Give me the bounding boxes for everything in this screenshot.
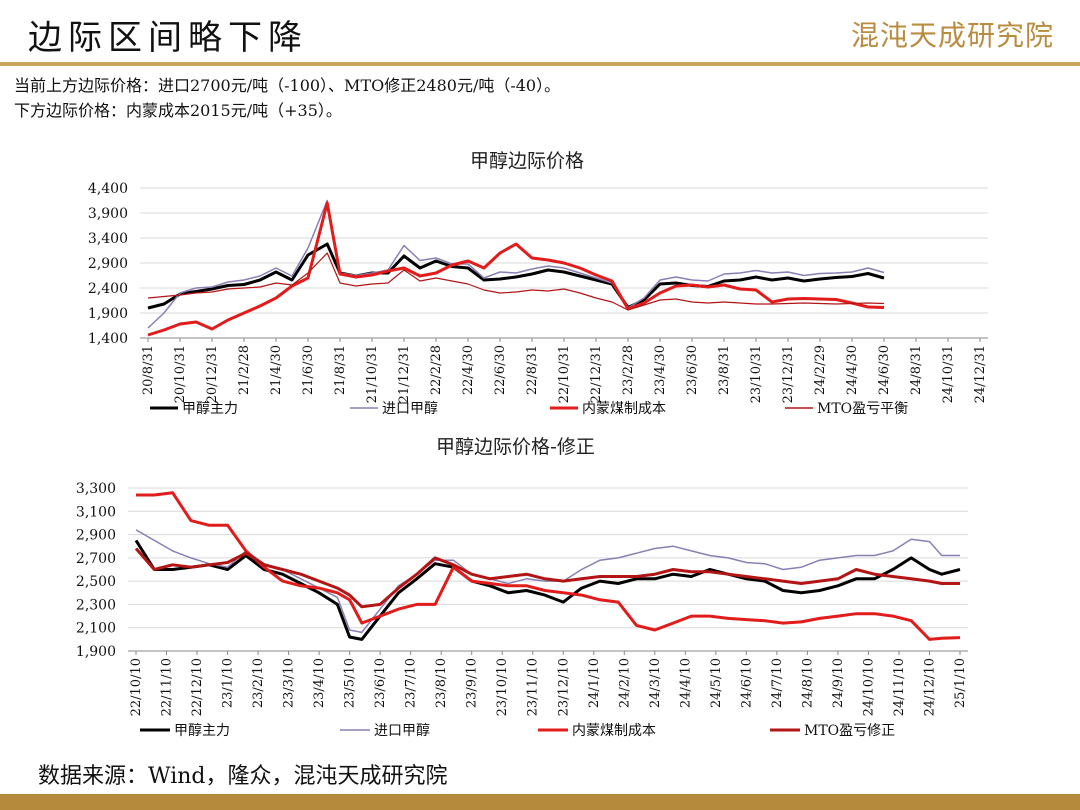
chart1-series-line-4 — [147, 252, 885, 311]
chart1-ytick-label: 4,400 — [88, 181, 128, 197]
chart1-xtick-label: 21/6/30 — [301, 345, 316, 395]
chart2-ytick-label: 1,900 — [76, 644, 116, 660]
chart1-xtick-label: 24/4/30 — [845, 345, 860, 395]
brand-logo: 混沌天成研究院 — [850, 19, 1054, 52]
chart1-xtick-label: 20/10/31 — [173, 345, 188, 403]
chart2-xtick-label: 24/6/10 — [739, 658, 754, 708]
chart2-xtick-label: 24/8/10 — [800, 658, 815, 708]
chart2-xtick-label: 23/6/10 — [373, 658, 388, 708]
chart2-legend-label-2: 进口甲醇 — [374, 722, 430, 739]
chart1-xtick-label: 24/12/31 — [973, 345, 988, 403]
chart1-legend-label-1: 甲醇主力 — [182, 400, 238, 417]
chart2-xtick-label: 24/10/10 — [861, 658, 876, 716]
chart1-xtick-label: 24/10/31 — [941, 345, 956, 403]
chart2-xtick-label: 24/2/10 — [617, 658, 632, 708]
chart1-xtick-label: 23/10/31 — [749, 345, 764, 403]
note-lower-margin: 下方边际价格：内蒙成本2015元/吨（+35）。 — [14, 101, 342, 120]
chart2-xtick-label: 22/10/10 — [129, 658, 144, 716]
chart1-xtick-label: 23/12/31 — [781, 345, 796, 403]
note-upper-margin: 当前上方边际价格：进口2700元/吨（-100）、MTO修正2480元/吨（-4… — [14, 76, 561, 95]
chart2-xtick-label: 23/9/10 — [465, 658, 480, 708]
chart2-legend-label-4: MTO盈亏修正 — [804, 723, 895, 739]
chart2-xtick-label: 24/3/10 — [648, 658, 663, 708]
chart1-legend-label-3: 内蒙煤制成本 — [582, 401, 666, 417]
chart2-xtick-label: 23/7/10 — [404, 658, 419, 708]
data-source: 数据来源：Wind，隆众，混沌天成研究院 — [38, 764, 448, 789]
footer-bar — [0, 794, 1080, 810]
chart2-xtick-label: 24/5/10 — [709, 658, 724, 708]
chart1-xtick-label: 20/8/31 — [141, 345, 156, 395]
chart1-xtick-label: 22/6/30 — [493, 345, 508, 395]
chart2-xtick-label: 24/9/10 — [831, 658, 846, 708]
chart2-ytick-label: 2,900 — [76, 528, 116, 544]
slide-title: 边际区间略下降 — [28, 18, 308, 58]
chart1-xtick-label: 21/8/31 — [333, 345, 348, 395]
chart1-series-line-2 — [147, 199, 885, 329]
chart1-xtick-label: 20/12/31 — [205, 345, 220, 403]
chart1-title: 甲醇边际价格 — [470, 150, 585, 172]
chart1-xtick-label: 23/8/31 — [717, 345, 732, 395]
chart1-xtick-label: 22/12/31 — [589, 345, 604, 403]
chart1-xtick-label: 22/10/31 — [557, 345, 572, 403]
chart2-xtick-label: 23/5/10 — [343, 658, 358, 708]
chart1-xtick-label: 24/2/29 — [813, 345, 828, 395]
chart2-xtick-label: 23/4/10 — [312, 658, 327, 708]
chart1-ytick-label: 3,900 — [88, 206, 128, 222]
chart2-ytick-label: 3,300 — [76, 481, 116, 497]
chart2-xtick-label: 23/1/10 — [221, 658, 236, 708]
chart1-xtick-label: 22/4/30 — [461, 345, 476, 395]
chart2-ytick-label: 2,100 — [76, 621, 116, 637]
chart2-series-line-3 — [136, 491, 961, 641]
header-divider — [0, 62, 1080, 66]
chart2-xtick-label: 24/12/10 — [922, 658, 937, 716]
chart2-xtick-label: 22/11/10 — [160, 658, 175, 716]
chart1-xtick-label: 21/2/28 — [237, 345, 252, 395]
chart1-ytick-label: 3,400 — [88, 231, 128, 247]
chart1-legend-label-2: 进口甲醇 — [382, 400, 438, 417]
chart1-xtick-label: 24/6/30 — [877, 345, 892, 395]
chart1-ytick-label: 2,400 — [88, 281, 128, 297]
chart2-xtick-label: 22/12/10 — [190, 658, 205, 716]
chart2-xtick-label: 23/8/10 — [434, 658, 449, 708]
chart2-legend-label-1: 甲醇主力 — [174, 722, 230, 739]
chart2-xtick-label: 25/1/10 — [953, 658, 968, 708]
chart1-ytick-label: 1,400 — [88, 331, 128, 347]
chart2-xtick-label: 24/4/10 — [678, 658, 693, 708]
chart2-xtick-label: 23/3/10 — [282, 658, 297, 708]
chart1-xtick-label: 21/12/31 — [397, 345, 412, 403]
chart1-xtick-label: 23/2/28 — [621, 345, 636, 395]
chart1-xtick-label: 23/4/30 — [653, 345, 668, 395]
chart2-xtick-label: 23/2/10 — [251, 658, 266, 708]
chart2-xtick-label: 24/1/10 — [587, 658, 602, 708]
chart2-ytick-label: 3,100 — [76, 504, 116, 520]
chart1-xtick-label: 22/2/28 — [429, 345, 444, 395]
chart2-ytick-label: 2,300 — [76, 597, 116, 613]
chart1-xtick-label: 21/4/30 — [269, 345, 284, 395]
chart2-ytick-label: 2,700 — [76, 551, 116, 567]
chart2-xtick-label: 23/12/10 — [556, 658, 571, 716]
chart2-xtick-label: 24/7/10 — [770, 658, 785, 708]
chart2-series-line-1 — [134, 539, 961, 641]
chart1-ytick-label: 2,900 — [88, 256, 128, 272]
chart2-xtick-label: 24/11/10 — [892, 658, 907, 716]
chart2-ytick-label: 2,500 — [76, 574, 116, 590]
chart1-legend-label-4: MTO盈亏平衡 — [817, 401, 908, 417]
chart2-title: 甲醇边际价格-修正 — [436, 436, 595, 458]
chart2-xtick-label: 23/11/10 — [526, 658, 541, 716]
chart1-ytick-label: 1,900 — [88, 306, 128, 322]
chart1-xtick-label: 22/8/31 — [525, 345, 540, 395]
chart1-series-line-1 — [147, 242, 885, 310]
chart2-xtick-label: 23/10/10 — [495, 658, 510, 716]
chart1-series-line-3 — [147, 201, 885, 337]
chart1-xtick-label: 24/8/31 — [909, 345, 924, 395]
chart1-xtick-label: 21/10/31 — [365, 345, 380, 403]
chart2-legend-label-3: 内蒙煤制成本 — [572, 723, 656, 739]
chart1-xtick-label: 23/6/30 — [685, 345, 700, 395]
chart2-series-line-4 — [134, 547, 960, 609]
